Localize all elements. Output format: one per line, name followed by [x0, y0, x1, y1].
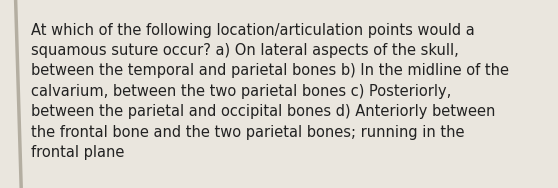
Text: At which of the following location/articulation points would a
squamous suture o: At which of the following location/artic… — [31, 23, 509, 160]
